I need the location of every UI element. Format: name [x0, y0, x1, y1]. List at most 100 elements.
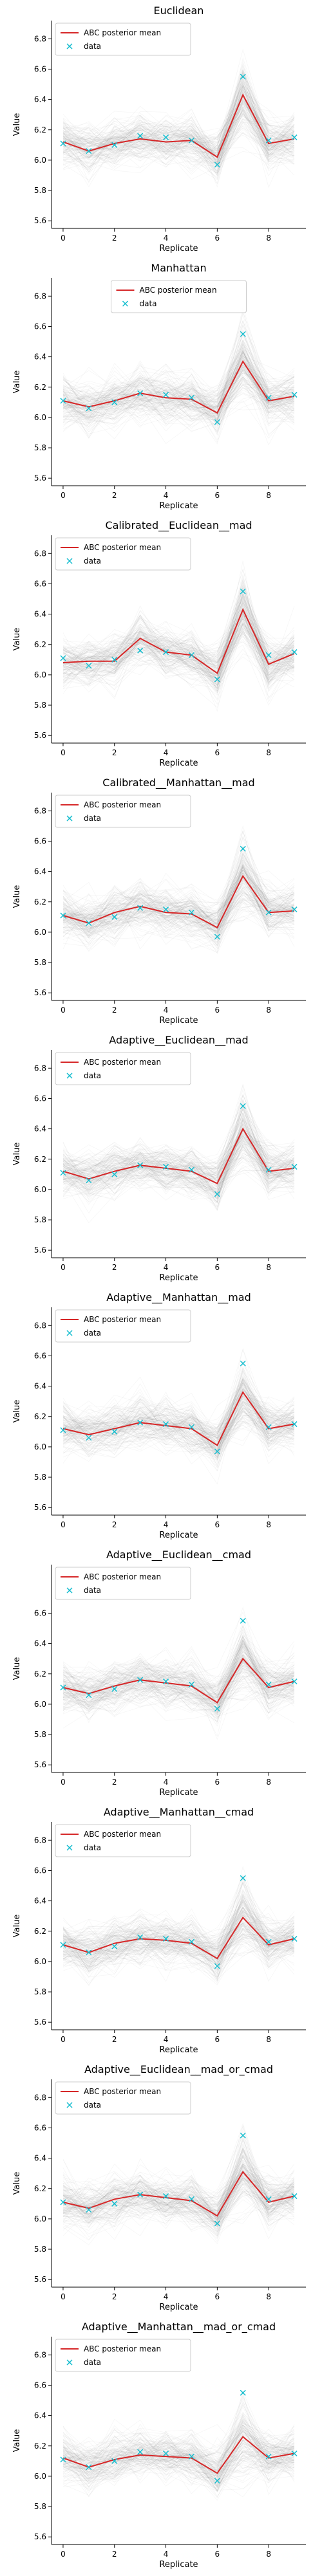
y-tick-label: 6.6 [34, 1351, 46, 1360]
y-tick-label: 6.0 [34, 2214, 46, 2223]
y-tick-label: 5.8 [34, 186, 46, 195]
legend: ABC posterior meandata [55, 1825, 191, 1857]
legend-data-label: data [84, 42, 101, 51]
y-tick-label: 6.4 [34, 1125, 46, 1134]
chart-panel-4: Calibrated__Manhattan__mad 5.6 5.8 6.0 6.2 6.… [12, 777, 306, 1026]
x-tick-label: 0 [61, 1520, 66, 1529]
chart-title: Calibrated__Manhattan__mad [102, 777, 254, 789]
posterior-samples [63, 1607, 294, 1739]
chart-panel-7: Adaptive__Euclidean__cmad5.65.86.06.26.4… [12, 1549, 306, 1798]
y-tick-label: 6.2 [34, 125, 46, 134]
chart-title: Adaptive__Manhattan__cmad [104, 1806, 254, 1819]
y-tick-label: 6.2 [34, 897, 46, 906]
chart-title: Adaptive__Euclidean__mad_or_cmad [84, 2063, 273, 2076]
y-tick-label: 6.6 [34, 836, 46, 845]
y-tick-label: 6.0 [34, 928, 46, 937]
x-tick-label: 6 [215, 748, 220, 757]
y-tick-label: 6.6 [34, 579, 46, 588]
y-tick-label: 5.6 [34, 1760, 46, 1769]
x-tick-label: 4 [164, 1520, 169, 1529]
x-tick-label: 8 [266, 1263, 271, 1272]
x-tick-label: 6 [215, 1263, 220, 1272]
y-tick-label: 6.6 [34, 322, 46, 331]
y-tick-label: 6.4 [34, 2411, 46, 2420]
x-axis-label: Replicate [159, 759, 198, 768]
x-tick-label: 6 [215, 2035, 220, 2044]
x-tick-label: 0 [61, 2292, 66, 2301]
y-tick-label: 6.8 [34, 2350, 46, 2359]
y-tick-label: 6.0 [34, 413, 46, 422]
y-tick-label: 6.4 [34, 1382, 46, 1391]
y-tick-label: 6.2 [34, 2184, 46, 2193]
legend: ABC posterior meandata [55, 1310, 191, 1342]
legend-mean-label: ABC posterior mean [84, 1058, 161, 1067]
x-tick-label: 0 [61, 2550, 66, 2559]
x-tick-label: 6 [215, 234, 220, 243]
x-axis-label: Replicate [159, 1016, 198, 1026]
chart-panel-2: Manhattan5.65.86.06.26.46.66.80 2 4 6 8Repli… [12, 262, 306, 511]
chart-title: Euclidean [154, 5, 204, 17]
y-tick-label: 6.2 [34, 1670, 46, 1679]
y-tick-label: 6.4 [34, 867, 46, 876]
legend: ABC posterior mean data [55, 1053, 191, 1085]
x-tick-label: 0 [61, 1006, 66, 1015]
x-tick-label: 2 [112, 1520, 117, 1529]
x-tick-label: 6 [215, 491, 220, 500]
y-tick-label: 6.6 [34, 2380, 46, 2389]
x-tick-label: 2 [112, 1263, 117, 1272]
x-tick-label: 8 [266, 2035, 271, 2044]
legend-mean-label: ABC posterior mean [84, 28, 161, 37]
y-tick-label: 6.2 [34, 1155, 46, 1164]
x-tick-label: 2 [112, 748, 117, 757]
x-axis-label: Replicate [159, 2045, 198, 2055]
y-tick-label: 6.8 [34, 2093, 46, 2102]
y-tick-label: 5.6 [34, 2275, 46, 2284]
x-tick-label: 0 [61, 1778, 66, 1787]
y-tick-label: 6.2 [34, 1412, 46, 1421]
y-tick-label: 5.8 [34, 2502, 46, 2511]
y-tick-label: 6.8 [34, 549, 46, 558]
legend-data-label: data [84, 1071, 101, 1080]
legend-data-label: data [84, 2101, 101, 2110]
y-tick-label: 6.0 [34, 2472, 46, 2481]
x-tick-label: 8 [266, 2292, 271, 2301]
legend-mean-label: ABC posterior mean [84, 800, 161, 809]
y-tick-label: 5.8 [34, 1730, 46, 1739]
posterior-samples [63, 50, 294, 187]
legend-data-label: data [84, 1843, 101, 1852]
y-tick-label: 5.8 [34, 1987, 46, 1996]
legend-data-label: data [84, 2358, 101, 2367]
chart-panel-8: Adaptive__Manhattan__cmad5.65.86.06.26.4… [12, 1806, 306, 2055]
chart-title: Adaptive__Manhattan__mad [106, 1291, 251, 1304]
legend-mean-label: ABC posterior mean [84, 1572, 161, 1581]
x-axis-label: Replicate [159, 244, 198, 253]
chart-panel-10: Adaptive__Manhattan__mad_or_cmad5.65.86.… [12, 2321, 306, 2570]
x-tick-label: 2 [112, 2292, 117, 2301]
x-tick-label: 4 [164, 2550, 169, 2559]
x-tick-label: 6 [215, 2550, 220, 2559]
x-axis-label: Replicate [159, 1531, 198, 1540]
y-tick-label: 6.4 [34, 95, 46, 104]
y-tick-label: 5.6 [34, 988, 46, 997]
posterior-samples [63, 561, 294, 711]
chart-panel-1: Euclidean5.65.86.06.26.46.66.80 2 4 6 8Repli… [12, 5, 306, 253]
x-tick-label: 4 [164, 2292, 169, 2301]
x-tick-label: 2 [112, 2550, 117, 2559]
data-point-marker [240, 1361, 245, 1366]
y-tick-label: 5.6 [34, 1503, 46, 1512]
y-tick-label: 5.6 [34, 2018, 46, 2027]
legend-mean-label: ABC posterior mean [84, 1315, 161, 1324]
x-tick-label: 4 [164, 1263, 169, 1272]
legend-mean-label: ABC posterior mean [84, 543, 161, 552]
legend: ABC posterior mean data [55, 23, 191, 55]
x-tick-label: 4 [164, 1778, 169, 1787]
x-tick-label: 4 [164, 491, 169, 500]
y-axis-label: Value [12, 885, 22, 908]
y-axis-label: Value [12, 628, 22, 651]
x-tick-label: 8 [266, 234, 271, 243]
posterior-samples [63, 2392, 294, 2500]
chart-title: Adaptive__Euclidean__cmad [106, 1549, 251, 1561]
y-tick-label: 5.8 [34, 958, 46, 967]
